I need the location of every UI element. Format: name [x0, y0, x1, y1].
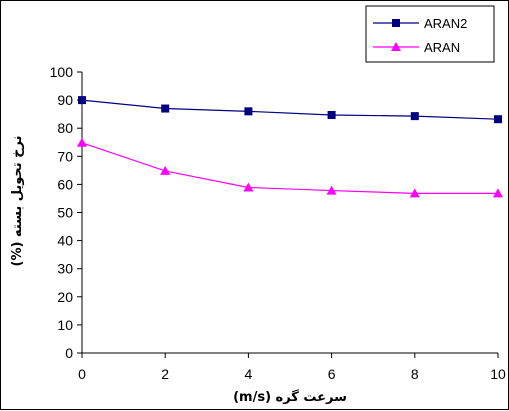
legend-label-aran: ARAN [424, 40, 460, 55]
x-tick-label: 2 [161, 366, 169, 382]
series-lines [81, 99, 499, 194]
y-tick-label: 70 [57, 148, 73, 164]
data-point-aran2 [410, 112, 419, 121]
y-tick-label: 0 [65, 345, 73, 361]
axes [81, 72, 498, 354]
data-point-aran2 [494, 115, 502, 124]
x-tick-label: 6 [328, 366, 336, 382]
y-tick-label: 30 [57, 261, 73, 277]
data-point-aran2 [161, 104, 170, 113]
series-markers [77, 96, 503, 198]
y-ticks: 0 10 20 30 40 50 60 70 80 90 100 [50, 64, 82, 361]
data-point-aran [243, 182, 254, 192]
y-tick-label: 50 [57, 205, 73, 221]
x-tick-label: 0 [78, 366, 86, 382]
x-axis-title: سرعت گره (m/s) [233, 389, 347, 405]
legend-marker-aran [391, 42, 401, 51]
y-tick-label: 40 [57, 233, 73, 249]
y-tick-label: 60 [57, 176, 73, 192]
y-tick-label: 20 [57, 289, 73, 305]
data-point-aran2 [78, 96, 86, 105]
data-point-aran [77, 137, 87, 147]
y-tick-label: 90 [57, 92, 73, 108]
series-line-aran [81, 142, 498, 194]
data-point-aran2 [327, 110, 336, 119]
data-point-aran [160, 165, 171, 175]
legend-marker-aran2 [392, 19, 400, 27]
y-tick-label: 100 [50, 64, 74, 80]
data-point-aran [409, 188, 420, 198]
data-point-aran2 [244, 107, 253, 116]
legend-box [365, 5, 495, 63]
x-tick-label: 10 [490, 366, 506, 382]
x-ticks: 0 2 4 6 8 10 [78, 353, 506, 382]
series-line-aran2 [81, 99, 499, 120]
y-axis-title: نرخ تحويل بسته (%) [10, 135, 25, 266]
legend: ARAN2 ARAN [365, 5, 495, 63]
data-point-aran [493, 188, 503, 198]
x-tick-label: 8 [411, 366, 419, 382]
y-tick-label: 80 [57, 120, 73, 136]
y-tick-label: 10 [57, 317, 73, 333]
data-point-aran [326, 185, 337, 195]
legend-label-aran2: ARAN2 [424, 16, 467, 31]
x-tick-label: 4 [245, 366, 253, 382]
